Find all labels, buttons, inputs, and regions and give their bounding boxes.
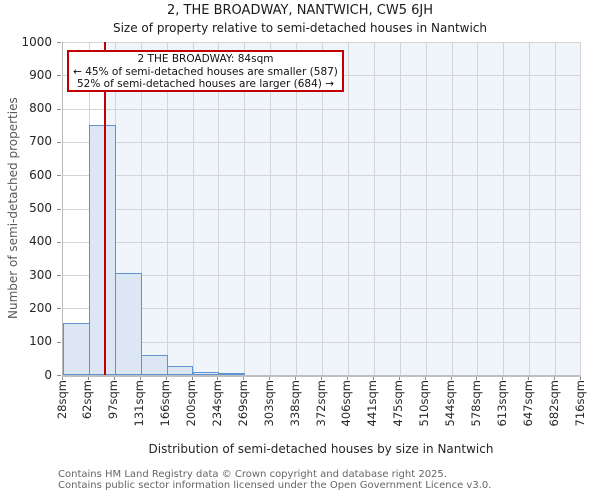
x-tick-label: 682sqm: [546, 380, 561, 427]
y-tick-mark: [57, 42, 61, 43]
y-tick-label: 500: [29, 201, 52, 215]
x-tick-label: 406sqm: [339, 380, 354, 427]
x-tick-mark: [554, 377, 556, 380]
y-tick-mark: [57, 275, 61, 277]
plot-area: 2 THE BROADWAY: 84sqm ← 45% of semi-deta…: [62, 42, 581, 377]
y-gridline: [63, 308, 581, 310]
x-tick-mark: [295, 377, 297, 380]
x-tick-mark: [113, 377, 115, 380]
x-tick-label: 372sqm: [313, 380, 328, 427]
x-tick-mark: [217, 377, 219, 380]
y-gridline: [63, 175, 581, 177]
y-gridline: [63, 341, 581, 343]
x-tick-label: 338sqm: [287, 380, 302, 427]
chart-title: 2, THE BROADWAY, NANTWICH, CW5 6JH: [167, 3, 433, 18]
y-tick-mark: [57, 308, 61, 310]
y-tick-mark: [57, 241, 61, 243]
x-tick-label: 510sqm: [417, 380, 432, 427]
x-tick-mark: [372, 377, 374, 380]
histogram-bar: [114, 273, 142, 375]
x-tick-mark: [87, 377, 89, 380]
y-tick-label: 900: [29, 67, 52, 82]
x-tick-label: 716sqm: [572, 380, 587, 427]
histogram-bar: [88, 125, 116, 375]
y-tick-label: 700: [29, 134, 52, 149]
x-tick-mark: [243, 377, 245, 380]
x-tick-label: 475sqm: [391, 380, 406, 427]
x-tick-mark: [528, 377, 530, 380]
x-tick-label: 62sqm: [80, 380, 95, 420]
x-tick-mark: [139, 377, 141, 380]
x-tick-label: 166sqm: [158, 380, 173, 427]
x-tick-label: 269sqm: [235, 380, 250, 427]
y-gridline: [63, 141, 581, 143]
x-tick-mark: [321, 377, 322, 380]
x-tick-mark: [398, 377, 400, 380]
y-tick-label: 0: [44, 367, 52, 382]
y-tick-label: 400: [29, 234, 52, 249]
x-tick-label: 131sqm: [132, 380, 147, 427]
y-tick-mark: [57, 108, 61, 110]
histogram-bar: [166, 366, 194, 375]
marker-line: [104, 42, 107, 375]
y-gridline: [63, 241, 581, 243]
x-tick-mark: [269, 377, 271, 380]
annotation-line-3: 52% of semi-detached houses are larger (…: [77, 78, 334, 91]
y-tick-mark: [57, 341, 61, 343]
y-gridline: [63, 108, 581, 110]
x-tick-mark: [62, 377, 63, 380]
x-tick-label: 647sqm: [520, 380, 535, 427]
y-gridline: [63, 42, 581, 43]
y-tick-mark: [57, 208, 61, 210]
annotation-box: 2 THE BROADWAY: 84sqm ← 45% of semi-deta…: [67, 50, 344, 92]
x-tick-mark: [502, 377, 504, 380]
histogram-bar: [63, 323, 90, 375]
x-tick-label: 613sqm: [494, 380, 509, 427]
x-tick-label: 200sqm: [184, 380, 198, 427]
x-tick-mark: [476, 377, 478, 380]
x-tick-mark: [450, 377, 452, 380]
x-tick-label: 544sqm: [443, 380, 457, 427]
y-gridline: [63, 208, 581, 210]
y-tick-mark: [57, 375, 61, 376]
footer-line-1: Contains HM Land Registry data © Crown c…: [58, 469, 447, 480]
x-tick-label: 28sqm: [54, 380, 69, 420]
x-tick-mark: [424, 377, 426, 380]
x-axis-label: Distribution of semi-detached houses by …: [148, 442, 494, 456]
chart-subtitle: Size of property relative to semi-detach…: [112, 21, 487, 35]
annotation-line-1: 2 THE BROADWAY: 84sqm: [137, 53, 274, 65]
y-tick-label: 100: [29, 334, 52, 349]
footer-line-2: Contains public sector information licen…: [58, 479, 492, 491]
footer: Contains HM Land Registry data © Crown c…: [58, 469, 492, 491]
x-tick-mark: [346, 377, 348, 380]
annotation-line-2: ← 45% of semi-detached houses are smalle…: [73, 65, 338, 78]
y-tick-mark: [57, 141, 61, 143]
histogram-bar: [140, 355, 168, 375]
x-tick-label: 234sqm: [209, 380, 224, 427]
x-tick-mark: [165, 377, 167, 380]
y-tick-label: 1000: [21, 34, 52, 49]
x-tick-label: 441sqm: [365, 380, 380, 427]
x-tick-label: 303sqm: [261, 380, 276, 427]
y-tick-label: 300: [29, 267, 52, 282]
x-tick-mark: [580, 377, 581, 380]
x-tick-label: 97sqm: [106, 380, 121, 420]
y-tick-mark: [57, 175, 61, 177]
histogram-bar: [192, 372, 220, 375]
y-gridline: [63, 275, 581, 277]
y-tick-label: 200: [29, 300, 52, 315]
x-tick-label: 578sqm: [468, 380, 483, 427]
x-tick-mark: [191, 377, 193, 380]
y-tick-mark: [57, 75, 61, 77]
y-tick-label: 800: [29, 101, 52, 116]
y-tick-label: 600: [29, 167, 52, 182]
histogram-bar: [218, 373, 246, 376]
